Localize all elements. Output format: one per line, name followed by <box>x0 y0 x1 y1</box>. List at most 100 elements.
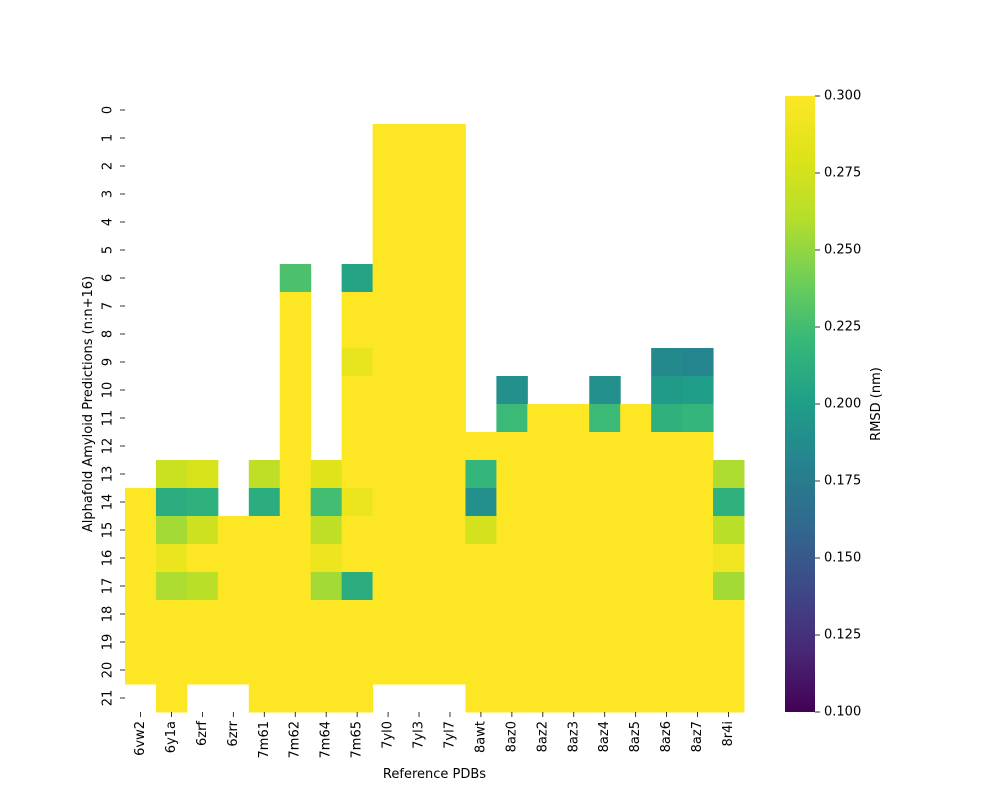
x-tick-label: 6zrr <box>226 720 241 746</box>
heatmap-cell <box>589 656 621 685</box>
heatmap-cell <box>403 516 435 545</box>
heatmap-cell <box>620 516 652 545</box>
heatmap-cell <box>527 460 559 489</box>
heatmap-cell <box>713 656 745 685</box>
x-tick-label: 8awt <box>473 721 488 753</box>
heatmap-cell <box>589 376 621 405</box>
heatmap-cell <box>527 544 559 573</box>
heatmap-cell <box>372 404 405 433</box>
heatmap-cell <box>279 348 312 377</box>
heatmap-cell <box>682 432 714 461</box>
heatmap-cell <box>403 572 435 601</box>
heatmap-cell <box>496 432 528 461</box>
heatmap-cell <box>403 488 435 517</box>
heatmap-cell <box>403 432 435 461</box>
heatmap-cell <box>279 320 312 349</box>
heatmap-cell <box>589 432 621 461</box>
heatmap-cell <box>651 460 683 489</box>
heatmap-cell <box>682 628 714 657</box>
heatmap-cell <box>372 236 405 265</box>
y-tick-label: 18 <box>101 606 116 623</box>
heatmap-cell <box>217 628 250 657</box>
heatmap-cell <box>372 488 405 517</box>
x-axis-label: Reference PDBs <box>383 767 486 782</box>
heatmap-cell <box>341 320 374 349</box>
heatmap-cell <box>589 404 621 433</box>
heatmap-cell <box>403 320 435 349</box>
y-axis-label: Alphafold Amyloid Predictions (n:n+16) <box>81 276 96 532</box>
heatmap-cell <box>372 292 405 321</box>
heatmap-cell <box>651 404 683 433</box>
y-tick-label: 20 <box>101 662 116 679</box>
heatmap-cell <box>372 348 405 377</box>
heatmap-cell <box>651 628 683 657</box>
heatmap-cell <box>310 544 343 573</box>
heatmap-cell <box>682 516 714 545</box>
heatmap-cell <box>558 656 590 685</box>
heatmap-cell <box>341 460 374 489</box>
x-tick-label: 7yl0 <box>381 721 396 749</box>
x-tick-label: 6vw2 <box>133 721 148 756</box>
heatmap-cell <box>217 656 250 685</box>
x-tick-label: 7yl7 <box>442 721 457 749</box>
heatmap-cell <box>713 460 745 489</box>
heatmap-cell <box>403 264 435 293</box>
heatmap-cell <box>186 656 219 685</box>
x-tick-label: 6y1a <box>164 721 179 753</box>
y-tick-label: 8 <box>101 330 116 338</box>
heatmap-cell <box>155 572 188 601</box>
heatmap-cell <box>651 376 683 405</box>
heatmap-cell <box>589 488 621 517</box>
colorbar-tick-label: 0.275 <box>824 166 861 181</box>
heatmap-cell <box>434 152 466 181</box>
y-tick-label: 5 <box>101 246 116 254</box>
y-tick-label: 10 <box>101 382 116 399</box>
heatmap-cell <box>310 684 343 713</box>
y-tick-label: 1 <box>101 134 116 142</box>
heatmap-cell <box>155 656 188 685</box>
heatmap-cell <box>403 152 435 181</box>
heatmap-cell <box>651 348 683 377</box>
heatmap-cell <box>279 516 312 545</box>
heatmap-cell <box>558 516 590 545</box>
heatmap-cell <box>341 544 374 573</box>
heatmap-cell <box>682 684 714 713</box>
colorbar <box>785 96 815 712</box>
heatmap-cell <box>372 572 405 601</box>
heatmap-cell <box>403 656 435 685</box>
heatmap-cell <box>527 404 559 433</box>
heatmap-cell <box>496 460 528 489</box>
heatmap-cell <box>558 572 590 601</box>
y-tick-label: 6 <box>101 274 116 282</box>
heatmap-cell <box>279 572 312 601</box>
heatmap-cell <box>527 600 559 629</box>
heatmap-cell <box>651 488 683 517</box>
heatmap-cell <box>558 432 590 461</box>
y-tick-label: 2 <box>101 162 116 170</box>
heatmap-cell <box>434 236 466 265</box>
heatmap-cell <box>620 544 652 573</box>
heatmap-cells <box>125 124 745 713</box>
heatmap-cell <box>589 628 621 657</box>
heatmap-cell <box>496 684 528 713</box>
heatmap-cell <box>403 544 435 573</box>
heatmap-cell <box>620 432 652 461</box>
heatmap-cell <box>589 516 621 545</box>
heatmap-cell <box>527 432 559 461</box>
heatmap-cell <box>341 656 374 685</box>
heatmap-cell <box>434 264 466 293</box>
x-axis-ticks: 6vw2 6y1a 6zrf 6zrr 7m61 7m62 7m64 7m65 7yl0 7yl3… <box>133 712 736 758</box>
heatmap-cell <box>434 432 466 461</box>
heatmap-cell <box>713 684 745 713</box>
heatmap-cell <box>713 516 745 545</box>
heatmap-cell <box>155 544 188 573</box>
heatmap-cell <box>434 488 466 517</box>
x-tick-label: 8r4i <box>721 721 736 747</box>
heatmap-cell <box>465 628 497 657</box>
heatmap-cell <box>217 544 250 573</box>
heatmap-cell <box>403 376 435 405</box>
y-tick-label: 19 <box>101 634 116 651</box>
y-tick-label: 21 <box>101 690 116 707</box>
heatmap-cell <box>248 488 281 517</box>
colorbar-ticks: 0.100 0.125 0.150 0.175 0.200 0.225 0.250 0.275… <box>815 89 861 720</box>
